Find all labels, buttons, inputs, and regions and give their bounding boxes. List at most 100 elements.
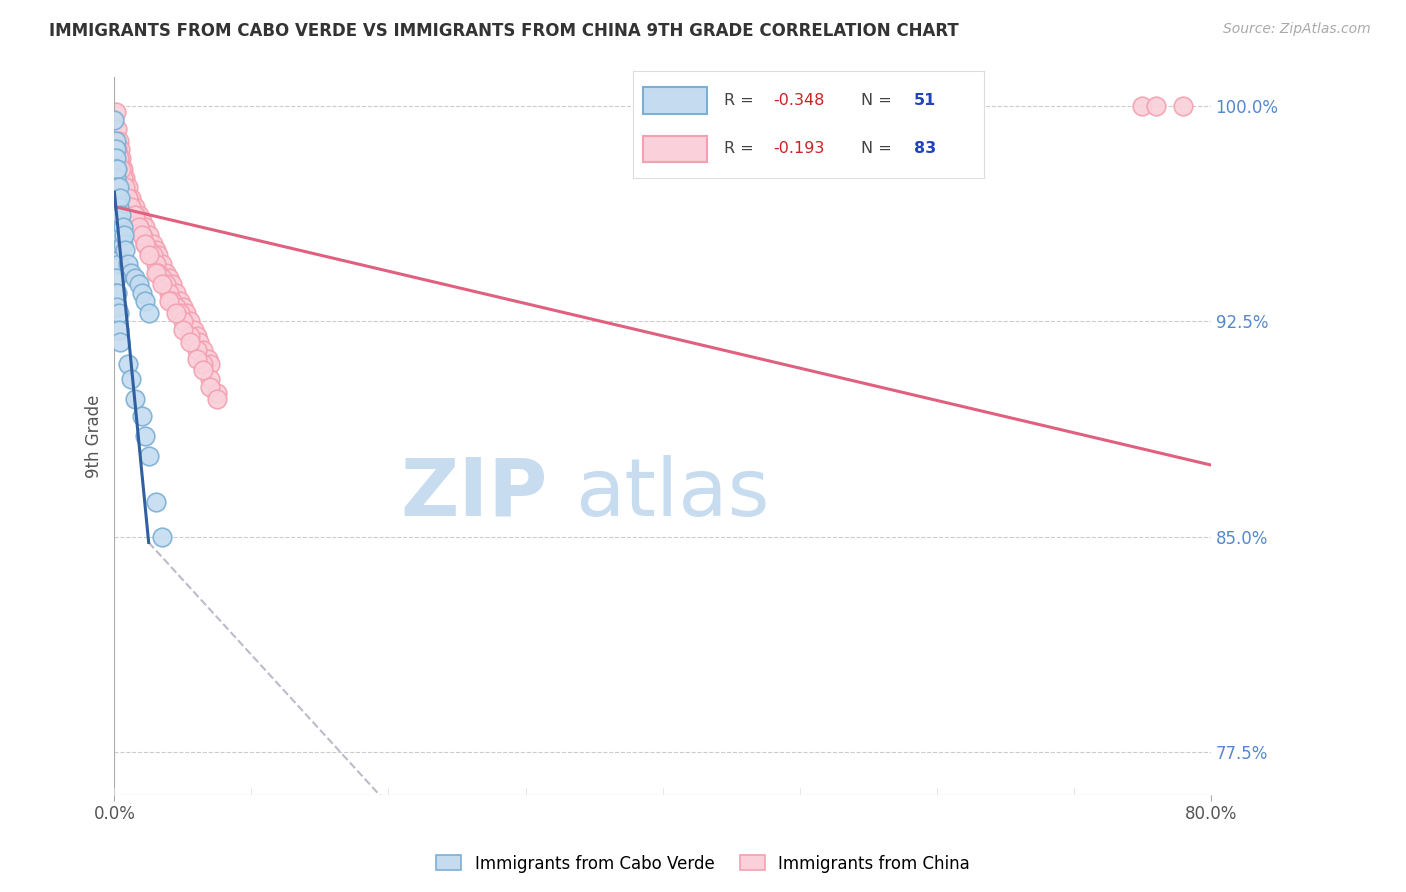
Point <box>114 170 136 185</box>
Point <box>114 186 136 200</box>
Point <box>165 285 187 300</box>
Point <box>138 306 160 320</box>
Point <box>110 162 132 177</box>
Point <box>120 200 142 214</box>
Point <box>104 285 127 300</box>
Point <box>157 271 180 285</box>
Point <box>107 151 129 165</box>
Point <box>117 179 139 194</box>
Point <box>150 257 173 271</box>
Point <box>104 179 127 194</box>
Text: -0.193: -0.193 <box>773 142 825 156</box>
Point <box>150 277 173 292</box>
Point <box>105 219 128 234</box>
Point <box>134 236 156 251</box>
Point <box>105 162 128 177</box>
Text: 51: 51 <box>914 94 936 108</box>
Point <box>108 191 131 205</box>
Point <box>108 334 131 349</box>
Text: N =: N = <box>860 94 897 108</box>
Point <box>131 285 153 300</box>
Point <box>138 228 160 243</box>
Point <box>200 358 222 372</box>
Y-axis label: 9th Grade: 9th Grade <box>86 394 103 478</box>
Point <box>128 219 150 234</box>
Point <box>134 219 156 234</box>
Point <box>111 236 134 251</box>
Point <box>105 228 128 243</box>
Point <box>120 266 142 280</box>
Point <box>107 257 129 271</box>
Point <box>131 214 153 228</box>
Point <box>160 277 183 292</box>
Point <box>1173 99 1195 113</box>
Point <box>120 372 142 386</box>
Point <box>111 162 134 177</box>
Point <box>124 208 146 222</box>
Legend: Immigrants from Cabo Verde, Immigrants from China: Immigrants from Cabo Verde, Immigrants f… <box>430 848 976 880</box>
Point <box>108 214 131 228</box>
Point <box>174 306 197 320</box>
Text: N =: N = <box>860 142 897 156</box>
Point <box>165 300 187 314</box>
Point <box>193 358 215 372</box>
Point <box>114 179 136 194</box>
Point <box>145 266 167 280</box>
Point <box>1144 99 1167 113</box>
Point <box>172 300 194 314</box>
Point <box>105 285 128 300</box>
Point <box>165 306 187 320</box>
Point <box>105 208 128 222</box>
Point <box>1130 99 1153 113</box>
Point <box>155 277 177 292</box>
Point <box>186 351 208 366</box>
Point <box>200 372 222 386</box>
Point <box>120 200 142 214</box>
Point <box>128 277 150 292</box>
Point <box>148 248 170 262</box>
Text: 83: 83 <box>914 142 936 156</box>
Point <box>200 380 222 394</box>
Point <box>104 170 127 185</box>
Point <box>105 142 128 156</box>
Point <box>134 429 156 443</box>
Point <box>105 191 128 205</box>
Point <box>107 323 129 337</box>
Point <box>142 236 165 251</box>
Point <box>138 243 160 257</box>
Point <box>172 323 194 337</box>
Point <box>186 343 208 358</box>
Point <box>105 300 128 314</box>
Point <box>134 236 156 251</box>
Point <box>104 191 127 205</box>
Point <box>124 392 146 406</box>
Point <box>120 191 142 205</box>
Point <box>107 134 129 148</box>
Point <box>104 104 127 119</box>
Point <box>193 343 215 358</box>
Point <box>107 306 129 320</box>
Point <box>134 294 156 309</box>
Point <box>205 386 228 401</box>
Point <box>193 363 215 377</box>
Point <box>205 392 228 406</box>
Point <box>108 156 131 170</box>
Point <box>145 257 167 271</box>
Point <box>131 409 153 424</box>
Point <box>179 314 201 328</box>
Text: R =: R = <box>724 142 759 156</box>
Point <box>179 328 201 343</box>
Point <box>104 134 127 148</box>
Point <box>131 228 153 243</box>
Point <box>124 271 146 285</box>
Point <box>110 208 132 222</box>
Text: R =: R = <box>724 94 759 108</box>
Point <box>107 179 129 194</box>
Point <box>157 285 180 300</box>
Point <box>104 142 127 156</box>
Point <box>114 243 136 257</box>
Point <box>157 294 180 309</box>
Point <box>128 208 150 222</box>
Point <box>105 243 128 257</box>
Point <box>105 122 128 136</box>
